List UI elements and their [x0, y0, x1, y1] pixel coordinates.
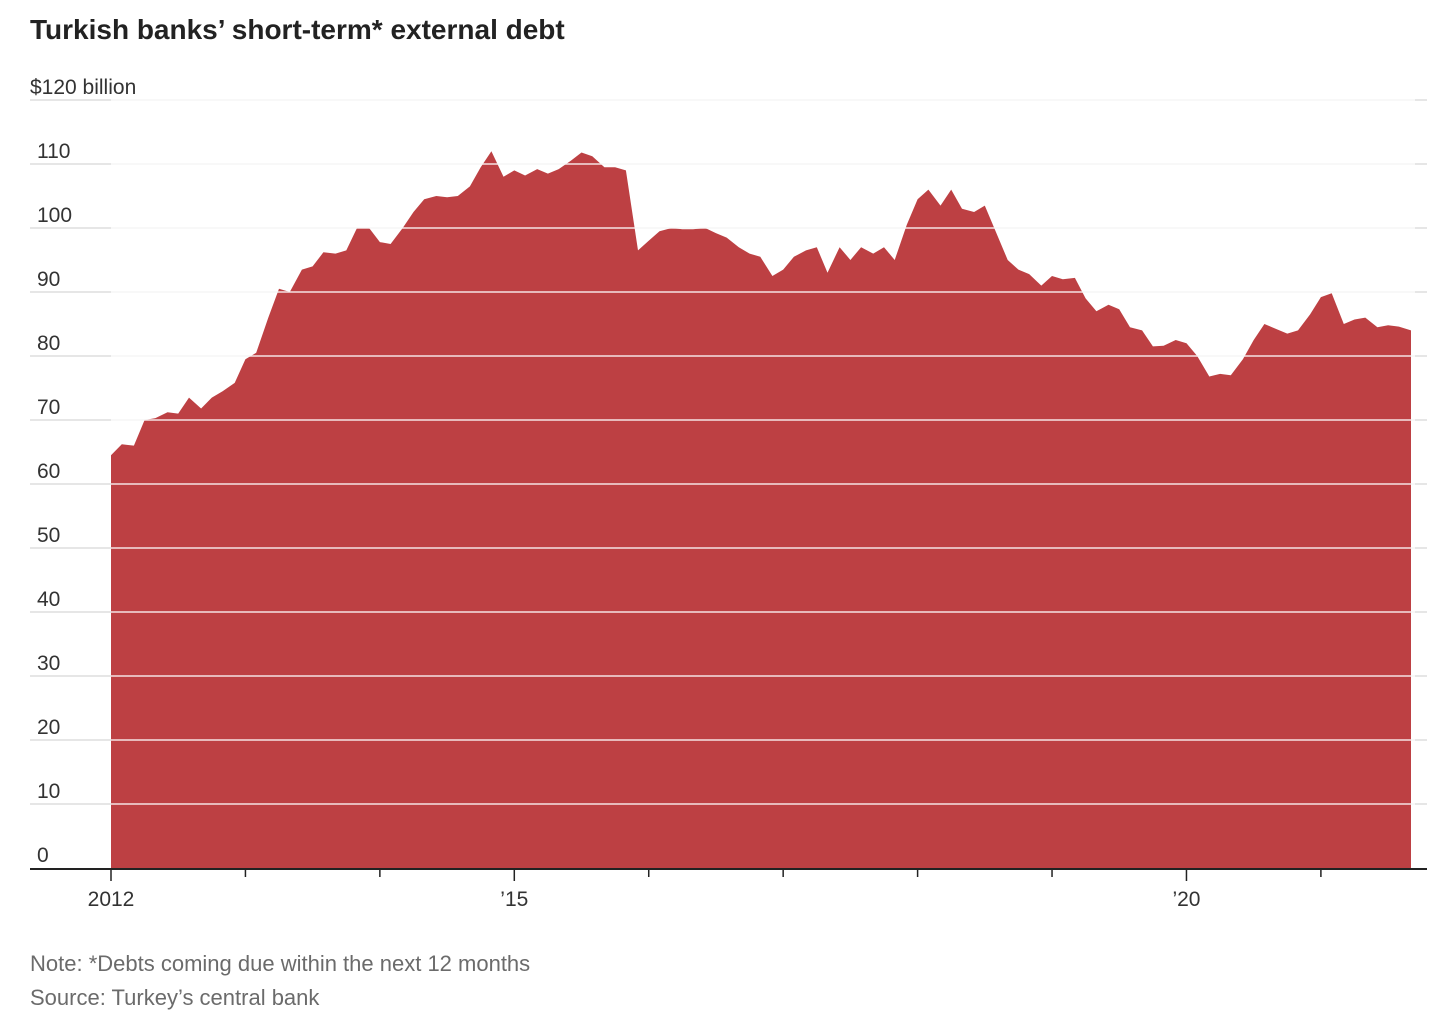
y-tick-label-30: 30	[37, 652, 60, 675]
chart-footer: Note: *Debts coming due within the next …	[30, 947, 530, 1015]
y-tick-label-100: 100	[37, 204, 72, 227]
y-tick-label-50: 50	[37, 524, 60, 547]
debt-area	[111, 151, 1411, 868]
x-tick-label-2012: 2012	[88, 888, 135, 911]
y-tick-label-40: 40	[37, 588, 60, 611]
chart-note: Note: *Debts coming due within the next …	[30, 951, 531, 976]
y-tick-label-20: 20	[37, 716, 60, 739]
y-tick-label-60: 60	[37, 460, 60, 483]
chart-source: Source: Turkey’s central bank	[30, 985, 320, 1010]
y-tick-label-70: 70	[37, 396, 60, 419]
x-axis: 2012 ’15 ’20	[30, 868, 1427, 911]
y-tick-label-110: 110	[37, 140, 70, 163]
chart-title: Turkish banks’ short-term* external debt	[30, 14, 565, 45]
x-tick-label-2020: ’20	[1172, 888, 1200, 911]
y-tick-label-90: 90	[37, 268, 60, 291]
y-tick-label-0: 0	[37, 844, 49, 867]
y-tick-label-80: 80	[37, 332, 60, 355]
gridlines-overlay	[111, 99, 1415, 805]
x-tick-label-2015: ’15	[500, 888, 528, 911]
y-tick-label-120: $120 billion	[30, 76, 136, 99]
y-tick-label-10: 10	[37, 780, 60, 803]
